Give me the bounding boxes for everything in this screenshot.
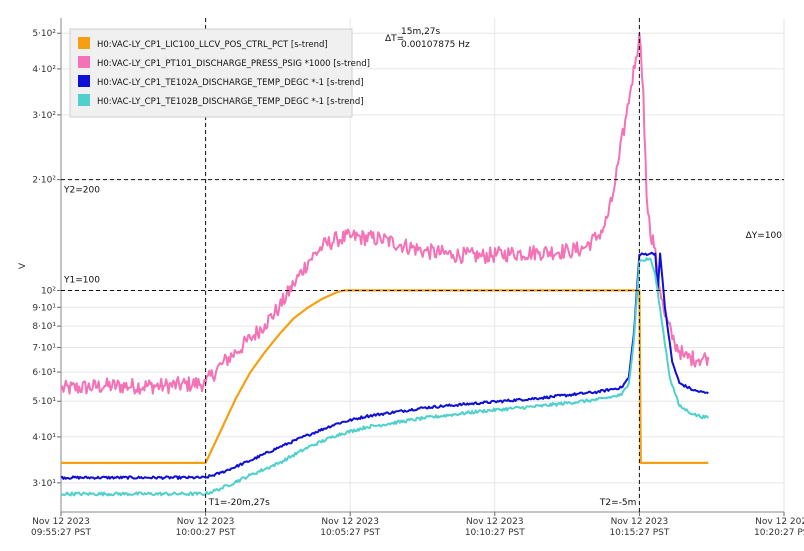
y-tick-label: 8·10¹	[32, 322, 56, 332]
legend-swatch-3	[78, 75, 90, 87]
x-tick-label-date: Nov 12 2023	[466, 517, 524, 527]
series-line-1	[61, 289, 709, 464]
t2-cursor-label: T2=-5m	[599, 498, 637, 508]
y-tick-label: 2·10²	[32, 176, 56, 186]
delta-t-frequency: 0.00107875 Hz	[401, 40, 470, 50]
y-axis-ticks: 3·10¹ 4·10¹ 5·10¹ 6·10¹ 7·10¹ 8·10¹ 9·10¹ 10² 2·…	[32, 29, 61, 489]
y-axis-label: V	[18, 262, 28, 269]
x-tick-label-time: 10:15:27 PST	[609, 528, 669, 538]
y-tick-label: 4·10¹	[32, 433, 56, 443]
legend[interactable]: H0:VAC-LY_CP1_LIC100_LLCV_POS_CTRL_PCT […	[69, 28, 370, 118]
legend-label-1: H0:VAC-LY_CP1_LIC100_LLCV_POS_CTRL_PCT […	[97, 40, 328, 50]
series-line-4	[60, 257, 710, 497]
legend-swatch-1	[78, 37, 90, 49]
legend-label-4: H0:VAC-LY_CP1_TE102B_DISCHARGE_TEMP_DEGC…	[97, 97, 364, 107]
series-line-3	[60, 251, 709, 480]
series-group	[60, 32, 710, 497]
legend-label-2: H0:VAC-LY_CP1_PT101_DISCHARGE_PRESS_PSIG…	[97, 59, 370, 69]
y-tick-label: 4·10²	[32, 65, 56, 75]
delta-t-value: 15m,27s	[401, 27, 441, 37]
x-tick-label-date: Nov 12 2023	[755, 517, 804, 527]
x-tick-label-time: 10:05:27 PST	[320, 528, 380, 538]
x-tick-label-time: 10:00:27 PST	[176, 528, 236, 538]
y2-cursor-label: Y2=200	[63, 186, 100, 196]
y-tick-label: 5·10¹	[32, 397, 56, 407]
y1-cursor-label: Y1=100	[63, 275, 100, 285]
legend-box	[69, 28, 353, 118]
legend-label-3: H0:VAC-LY_CP1_TE102A_DISCHARGE_TEMP_DEGC…	[97, 78, 364, 88]
t1-cursor-label: T1=-20m,27s	[208, 498, 271, 508]
x-tick-label-date: Nov 12 2023	[32, 517, 90, 527]
x-tick-label-time: 10:10:27 PST	[465, 528, 525, 538]
y-tick-label: 10²	[41, 286, 56, 296]
y-tick-label: 3·10²	[32, 111, 56, 121]
x-tick-label-time: 10:20:27 PST	[754, 528, 804, 538]
x-tick-label-time: 09:55:27 PST	[31, 528, 91, 538]
x-tick-label-date: Nov 12 2023	[611, 517, 669, 527]
legend-swatch-4	[78, 94, 90, 106]
delta-y-label: ΔY=100	[746, 231, 783, 241]
y-tick-label: 3·10¹	[32, 479, 56, 489]
delta-t-prefix: ΔT=	[385, 34, 404, 44]
y-tick-label: 5·10²	[32, 29, 56, 39]
x-tick-label-date: Nov 12 2023	[321, 517, 379, 527]
y-tick-label: 9·10¹	[32, 303, 56, 313]
y-tick-label: 6·10¹	[32, 368, 56, 378]
y-tick-label: 7·10¹	[32, 343, 56, 353]
legend-swatch-2	[78, 56, 90, 68]
x-tick-label-date: Nov 12 2023	[177, 517, 235, 527]
cursors[interactable]: T1=-20m,27s T2=-5m Y1=100 Y2=200 ΔT= 15m…	[61, 18, 784, 512]
series-line-2	[60, 32, 710, 395]
